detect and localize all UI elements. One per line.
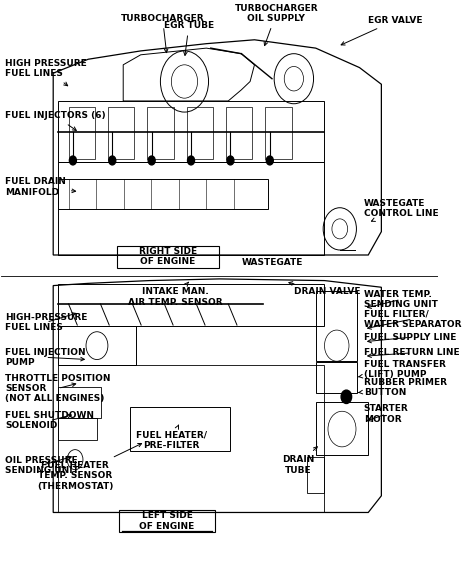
- Bar: [57, 365, 325, 512]
- Circle shape: [188, 156, 194, 165]
- Text: FUEL TRANSFER
(LIFT) PUMP: FUEL TRANSFER (LIFT) PUMP: [358, 360, 446, 379]
- Text: WASTEGATE: WASTEGATE: [241, 258, 303, 267]
- Text: INTAKE MAN.
AIR TEMP. SENSOR: INTAKE MAN. AIR TEMP. SENSOR: [128, 282, 223, 307]
- Circle shape: [227, 156, 234, 165]
- Bar: [57, 387, 101, 418]
- Text: LEFT SIDE
OF ENGINE: LEFT SIDE OF ENGINE: [139, 511, 195, 530]
- Circle shape: [148, 156, 155, 165]
- Text: FUEL SUPPLY LINE: FUEL SUPPLY LINE: [364, 333, 456, 343]
- Text: EGR TUBE: EGR TUBE: [164, 22, 214, 55]
- Text: OIL PRESSURE
SENDING UNIT: OIL PRESSURE SENDING UNIT: [5, 456, 79, 475]
- Bar: [57, 285, 325, 326]
- Bar: [57, 101, 325, 162]
- Text: HIGH-PRESSURE
FUEL LINES: HIGH-PRESSURE FUEL LINES: [5, 312, 87, 332]
- Circle shape: [109, 156, 116, 165]
- Text: TURBOCHARGER: TURBOCHARGER: [121, 14, 204, 53]
- Bar: [108, 106, 134, 160]
- Bar: [316, 402, 368, 455]
- Bar: [265, 106, 292, 160]
- Bar: [187, 106, 213, 160]
- Text: FUEL DRAIN
MANIFOLD: FUEL DRAIN MANIFOLD: [5, 178, 76, 197]
- Bar: [57, 418, 97, 440]
- Text: STARTER
MOTOR: STARTER MOTOR: [364, 404, 409, 424]
- Text: TURBOCHARGER
OIL SUPPLY: TURBOCHARGER OIL SUPPLY: [235, 4, 318, 46]
- Circle shape: [266, 156, 273, 165]
- Text: FUEL SHUTDOWN
SOLENOID: FUEL SHUTDOWN SOLENOID: [5, 411, 94, 430]
- Text: FUEL FILTER/
WATER SEPARATOR: FUEL FILTER/ WATER SEPARATOR: [364, 309, 461, 329]
- Text: WASTEGATE
CONTROL LINE: WASTEGATE CONTROL LINE: [364, 199, 438, 221]
- Circle shape: [341, 390, 352, 404]
- Text: RIGHT SIDE
OF ENGINE: RIGHT SIDE OF ENGINE: [139, 247, 197, 267]
- Text: THROTTLE POSITION
SENSOR
(NOT ALL ENGINES): THROTTLE POSITION SENSOR (NOT ALL ENGINE…: [5, 374, 110, 404]
- Text: FUEL INJECTION
PUMP: FUEL INJECTION PUMP: [5, 348, 86, 367]
- Bar: [57, 161, 325, 255]
- Bar: [307, 457, 325, 493]
- Bar: [57, 179, 268, 209]
- Bar: [117, 246, 219, 268]
- Bar: [226, 106, 252, 160]
- Bar: [57, 326, 137, 365]
- Bar: [316, 362, 357, 393]
- Text: DRAIN VALVE: DRAIN VALVE: [289, 282, 360, 296]
- Text: EGR VALVE: EGR VALVE: [341, 16, 423, 45]
- Text: FUEL RETURN LINE: FUEL RETURN LINE: [364, 348, 459, 358]
- Bar: [130, 407, 230, 451]
- Text: FUEL HEATER/
PRE-FILTER: FUEL HEATER/ PRE-FILTER: [136, 425, 207, 450]
- Text: RUBBER PRIMER
BUTTON: RUBBER PRIMER BUTTON: [358, 378, 447, 397]
- Text: HIGH PRESSURE
FUEL LINES: HIGH PRESSURE FUEL LINES: [5, 59, 87, 86]
- Text: FUEL HEATER
TEMP. SENSOR
(THERMOSTAT): FUEL HEATER TEMP. SENSOR (THERMOSTAT): [37, 444, 142, 491]
- Bar: [119, 510, 215, 532]
- Circle shape: [69, 156, 76, 165]
- Text: WATER TEMP.
SENDING UNIT: WATER TEMP. SENDING UNIT: [364, 290, 438, 309]
- Text: FUEL INJECTORS (6): FUEL INJECTORS (6): [5, 112, 106, 130]
- Bar: [316, 291, 357, 361]
- Bar: [147, 106, 173, 160]
- Text: DRAIN
TUBE: DRAIN TUBE: [282, 447, 317, 475]
- Bar: [69, 106, 95, 160]
